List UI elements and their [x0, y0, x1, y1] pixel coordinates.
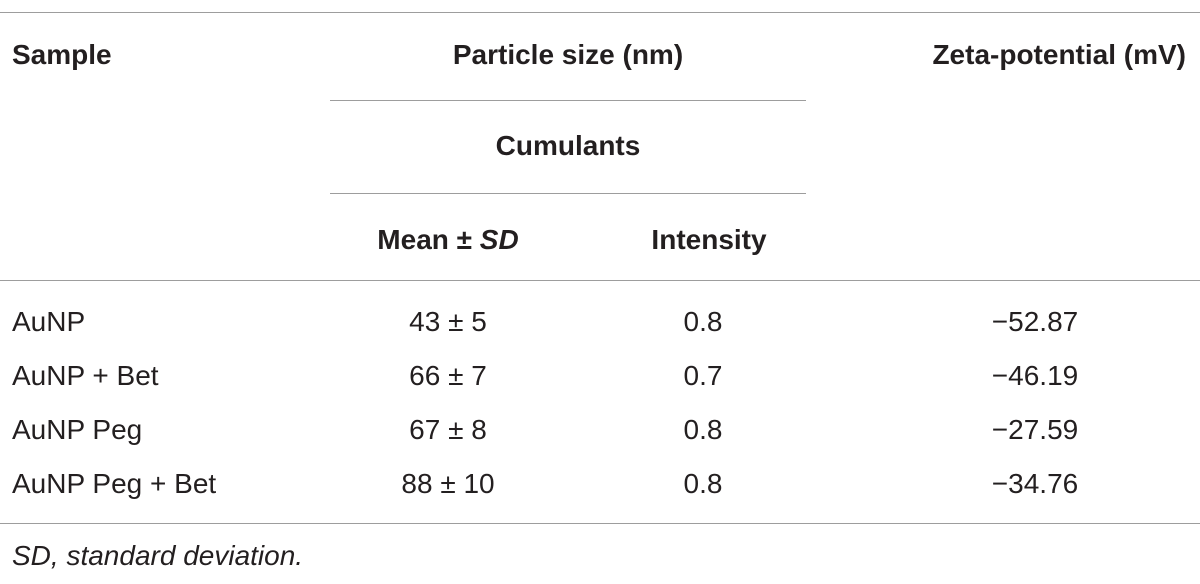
- header-text: Mean ±: [377, 224, 480, 255]
- header-cell: Particle size (nm): [452, 39, 684, 70]
- cell: −27.59: [991, 414, 1079, 445]
- rule: [330, 100, 806, 101]
- row-label: AuNP Peg: [12, 414, 143, 445]
- cell: −34.76: [991, 468, 1079, 499]
- cell: −46.19: [991, 360, 1079, 391]
- header-cell: Zeta-potential (mV): [932, 39, 1186, 70]
- cell: 0.7: [683, 360, 723, 391]
- cell: 43 ± 5: [409, 306, 487, 337]
- header-rule: [0, 280, 1200, 281]
- header-cell: Intensity: [651, 224, 767, 255]
- row-label: AuNP Peg + Bet: [12, 468, 217, 499]
- cell: −52.87: [991, 306, 1079, 337]
- bottom-rule: [0, 523, 1200, 524]
- cell: 88 ± 10: [401, 468, 495, 499]
- header-cell: Sample: [12, 39, 112, 70]
- header-cell: Mean ± SD: [377, 223, 518, 257]
- footnote: SD, standard deviation.: [12, 540, 304, 571]
- cell: 66 ± 7: [409, 360, 487, 391]
- top-rule: [0, 12, 1200, 13]
- header-cell: Cumulants: [495, 130, 641, 161]
- row-label: AuNP: [12, 306, 86, 337]
- row-label: AuNP + Bet: [12, 360, 159, 391]
- header-text: SD: [479, 224, 519, 255]
- cell: 0.8: [683, 306, 723, 337]
- cell: 0.8: [683, 414, 723, 445]
- cell: 0.8: [683, 468, 723, 499]
- cell: 67 ± 8: [409, 414, 487, 445]
- rule: [330, 193, 806, 194]
